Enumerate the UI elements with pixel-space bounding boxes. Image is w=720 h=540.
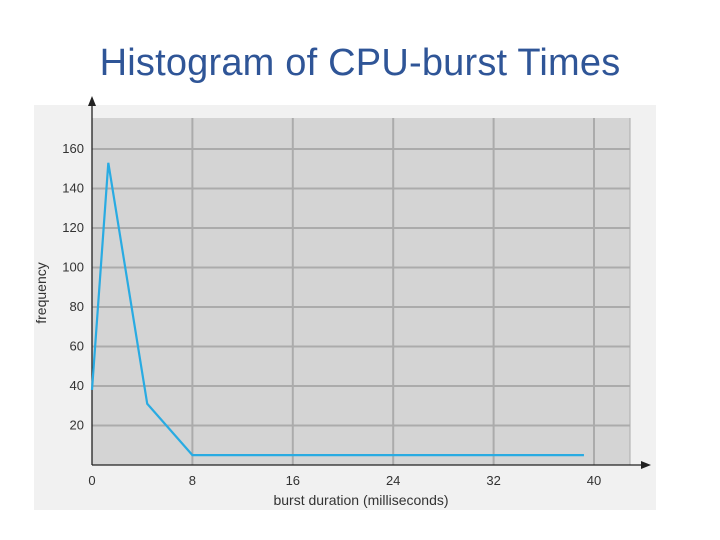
y-tick-labels: 20 40 60 80 100 120 140 160	[62, 141, 84, 433]
x-tick-labels: 0 8 16 24 32 40	[88, 473, 601, 488]
y-axis-arrow	[88, 96, 96, 106]
y-axis-title: frequency	[33, 262, 49, 323]
plot-area	[92, 118, 630, 465]
y-tick-label: 20	[70, 418, 84, 433]
y-tick-label: 120	[62, 220, 84, 235]
x-axis-title: burst duration (milliseconds)	[273, 492, 448, 508]
x-tick-label: 32	[486, 473, 500, 488]
x-axis-arrow	[641, 461, 651, 469]
x-tick-label: 0	[88, 473, 95, 488]
data-points	[91, 162, 584, 456]
x-tick-label: 40	[587, 473, 601, 488]
y-tick-label: 60	[70, 339, 84, 354]
y-tick-label: 40	[70, 378, 84, 393]
x-tick-label: 16	[286, 473, 300, 488]
x-tick-label: 24	[386, 473, 400, 488]
y-tick-label: 100	[62, 260, 84, 275]
y-tick-label: 140	[62, 181, 84, 196]
grid-lines	[92, 118, 631, 465]
slide-title: Histogram of CPU-burst Times	[99, 42, 621, 84]
x-tick-label: 8	[189, 473, 196, 488]
y-tick-label: 80	[70, 299, 84, 314]
y-tick-label: 160	[62, 141, 84, 156]
